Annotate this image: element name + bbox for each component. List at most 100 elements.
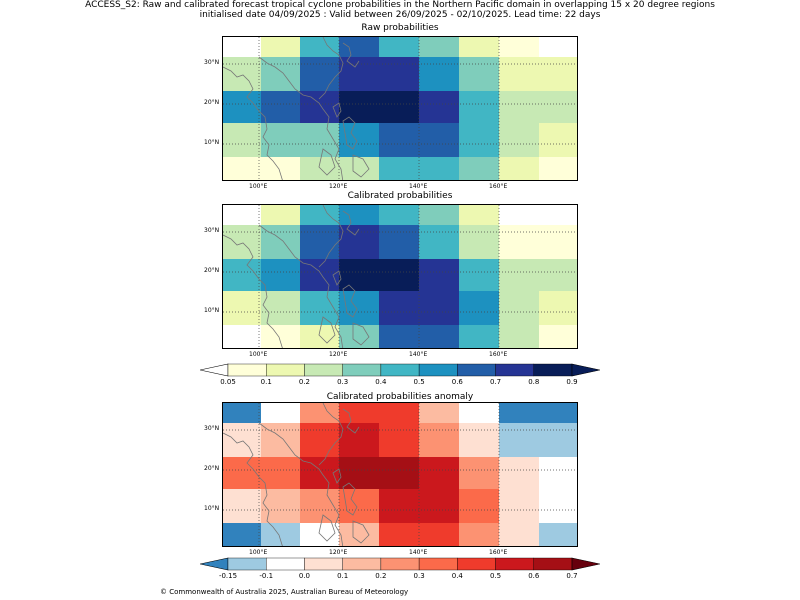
heatmap-cell bbox=[499, 123, 539, 157]
colorbar-tick-label: 0.6 bbox=[528, 572, 540, 580]
heatmap-cell bbox=[300, 457, 339, 489]
heatmap-cell bbox=[499, 325, 539, 348]
heatmap-cell bbox=[300, 37, 339, 57]
longitude-tick-label: 120°E bbox=[329, 351, 348, 358]
longitude-tick-label: 120°E bbox=[329, 549, 348, 556]
latitude-tick-label: 20°N bbox=[204, 267, 220, 274]
heatmap-cell bbox=[539, 291, 577, 325]
heatmap-cell bbox=[339, 423, 379, 457]
heatmap-cell bbox=[339, 403, 379, 423]
heatmap-cell bbox=[459, 157, 499, 180]
heatmap-cell bbox=[223, 325, 261, 348]
heatmap-cell bbox=[300, 325, 339, 348]
coastline bbox=[258, 56, 344, 180]
colorbar-tick-label: 0.8 bbox=[528, 378, 540, 386]
heatmap-cell bbox=[539, 325, 577, 348]
coastline bbox=[332, 270, 342, 286]
heatmap-cell bbox=[499, 423, 539, 457]
colorbar-extend-max bbox=[571, 557, 600, 571]
heatmap-cell bbox=[459, 259, 499, 291]
coastline bbox=[223, 432, 283, 546]
colorbar-tick-label: 0.1 bbox=[260, 378, 272, 386]
heatmap-cell bbox=[419, 91, 459, 123]
colorbar-segment bbox=[533, 557, 573, 571]
heatmap-cell bbox=[539, 403, 577, 423]
heatmap-cell bbox=[261, 225, 300, 259]
coastline bbox=[342, 284, 358, 318]
calibrated-panel-title: Calibrated probabilities bbox=[347, 191, 453, 201]
heatmap-cell bbox=[539, 523, 577, 546]
heatmap-cell bbox=[300, 489, 339, 523]
heatmap-cell bbox=[300, 225, 339, 259]
heatmap-cell bbox=[459, 91, 499, 123]
colorbar-segment bbox=[380, 557, 420, 571]
colorbar-tick-label: -0.1 bbox=[259, 572, 274, 580]
heatmap-cell bbox=[339, 123, 379, 157]
coastline bbox=[223, 234, 283, 348]
coastline bbox=[342, 408, 360, 434]
heatmap-cell bbox=[499, 457, 539, 489]
heatmap-cell bbox=[261, 523, 300, 546]
heatmap-cell bbox=[419, 157, 459, 180]
heatmap-cell bbox=[300, 91, 339, 123]
heatmap-cell bbox=[459, 123, 499, 157]
heatmap-cell bbox=[379, 423, 419, 457]
heatmap-cell bbox=[379, 489, 419, 523]
heatmap-cell bbox=[300, 291, 339, 325]
colorbar-tick-label: 0.1 bbox=[337, 572, 349, 580]
heatmap-cell bbox=[499, 523, 539, 546]
coastline bbox=[318, 403, 344, 466]
colorbar-segment bbox=[342, 557, 382, 571]
heatmap-cell bbox=[499, 225, 539, 259]
heatmap-cell bbox=[339, 91, 379, 123]
heatmap-cell bbox=[499, 259, 539, 291]
heatmap-cell bbox=[499, 489, 539, 523]
colorbar-segment bbox=[380, 363, 420, 377]
latitude-tick-label: 10°N bbox=[204, 139, 220, 146]
heatmap-cell bbox=[459, 325, 499, 348]
colorbar-segment bbox=[495, 363, 534, 377]
heatmap-cell bbox=[300, 423, 339, 457]
longitude-tick-label: 160°E bbox=[489, 549, 508, 556]
heatmap-cell bbox=[261, 259, 300, 291]
heatmap-cell bbox=[223, 205, 261, 225]
heatmap-cell bbox=[419, 325, 459, 348]
colorbar-segment bbox=[418, 363, 458, 377]
coastline bbox=[318, 514, 336, 542]
heatmap-cell bbox=[419, 225, 459, 259]
colorbar-tick-label: 0.05 bbox=[220, 378, 236, 386]
latitude-tick-label: 20°N bbox=[204, 99, 220, 106]
heatmap-cell bbox=[499, 291, 539, 325]
heatmap-cell bbox=[300, 259, 339, 291]
longitude-tick-label: 160°E bbox=[489, 183, 508, 190]
heatmap-cell bbox=[339, 205, 379, 225]
heatmap-cell bbox=[379, 205, 419, 225]
longitude-tick-label: 100°E bbox=[249, 549, 268, 556]
heatmap-cell bbox=[419, 57, 459, 91]
heatmap-cell bbox=[339, 37, 379, 57]
colorbar-tick-label: 0.6 bbox=[451, 378, 463, 386]
latitude-tick-label: 30°N bbox=[204, 59, 220, 66]
heatmap-cell bbox=[261, 403, 300, 423]
colorbar-tick-label: 0.3 bbox=[413, 572, 425, 580]
heatmap-cell bbox=[379, 91, 419, 123]
colorbar-segment bbox=[533, 363, 573, 377]
heatmap-cell bbox=[499, 57, 539, 91]
heatmap-cell bbox=[339, 225, 379, 259]
longitude-tick-label: 160°E bbox=[489, 351, 508, 358]
heatmap-cell bbox=[223, 225, 261, 259]
colorbar-segment bbox=[227, 363, 267, 377]
colorbar-tick-label: 0.7 bbox=[566, 572, 578, 580]
heatmap-cell bbox=[223, 523, 261, 546]
colorbar-tick-label: 0.2 bbox=[298, 378, 311, 386]
heatmap-cell bbox=[419, 423, 459, 457]
colorbar-extend-min bbox=[200, 363, 229, 377]
heatmap-cell bbox=[339, 157, 379, 180]
colorbar-segment bbox=[266, 363, 305, 377]
heatmap-cell bbox=[539, 37, 577, 57]
coastline bbox=[318, 37, 344, 100]
heatmap-cell bbox=[419, 457, 459, 489]
colorbar-segment bbox=[304, 363, 343, 377]
anomaly-map bbox=[222, 402, 578, 547]
heatmap-cell bbox=[539, 57, 577, 91]
